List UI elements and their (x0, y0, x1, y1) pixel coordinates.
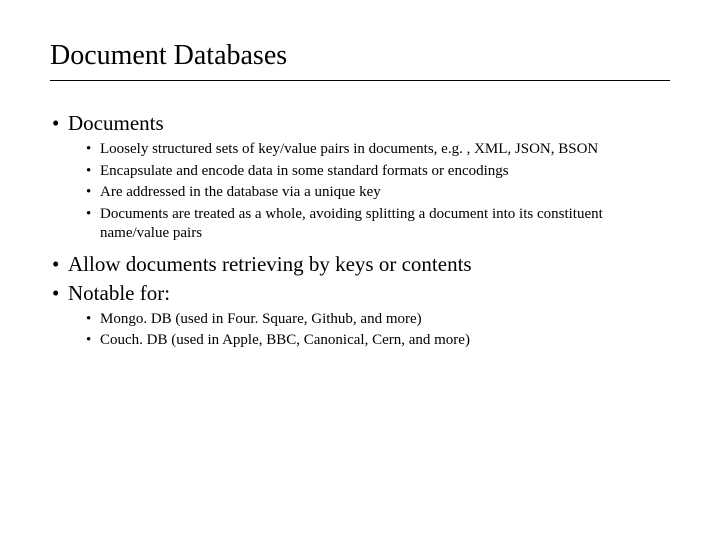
bullet-text: Documents (68, 111, 164, 135)
list-item: Mongo. DB (used in Four. Square, Github,… (86, 310, 670, 330)
list-item: Documents Loosely structured sets of key… (50, 111, 670, 244)
list-item: Loosely structured sets of key/value pai… (86, 140, 670, 160)
bullet-list-level2: Loosely structured sets of key/value pai… (68, 140, 670, 244)
bullet-text: Allow documents retrieving by keys or co… (68, 252, 472, 276)
list-item: Encapsulate and encode data in some stan… (86, 162, 670, 182)
list-item: Notable for: Mongo. DB (used in Four. Sq… (50, 281, 670, 351)
slide-title: Document Databases (50, 40, 670, 81)
bullet-list-level1: Documents Loosely structured sets of key… (50, 111, 670, 351)
bullet-list-level2: Mongo. DB (used in Four. Square, Github,… (68, 310, 670, 351)
list-item: Couch. DB (used in Apple, BBC, Canonical… (86, 331, 670, 351)
list-item: Are addressed in the database via a uniq… (86, 183, 670, 203)
list-item: Documents are treated as a whole, avoidi… (86, 205, 670, 244)
list-item: Allow documents retrieving by keys or co… (50, 252, 670, 277)
bullet-text: Notable for: (68, 281, 170, 305)
